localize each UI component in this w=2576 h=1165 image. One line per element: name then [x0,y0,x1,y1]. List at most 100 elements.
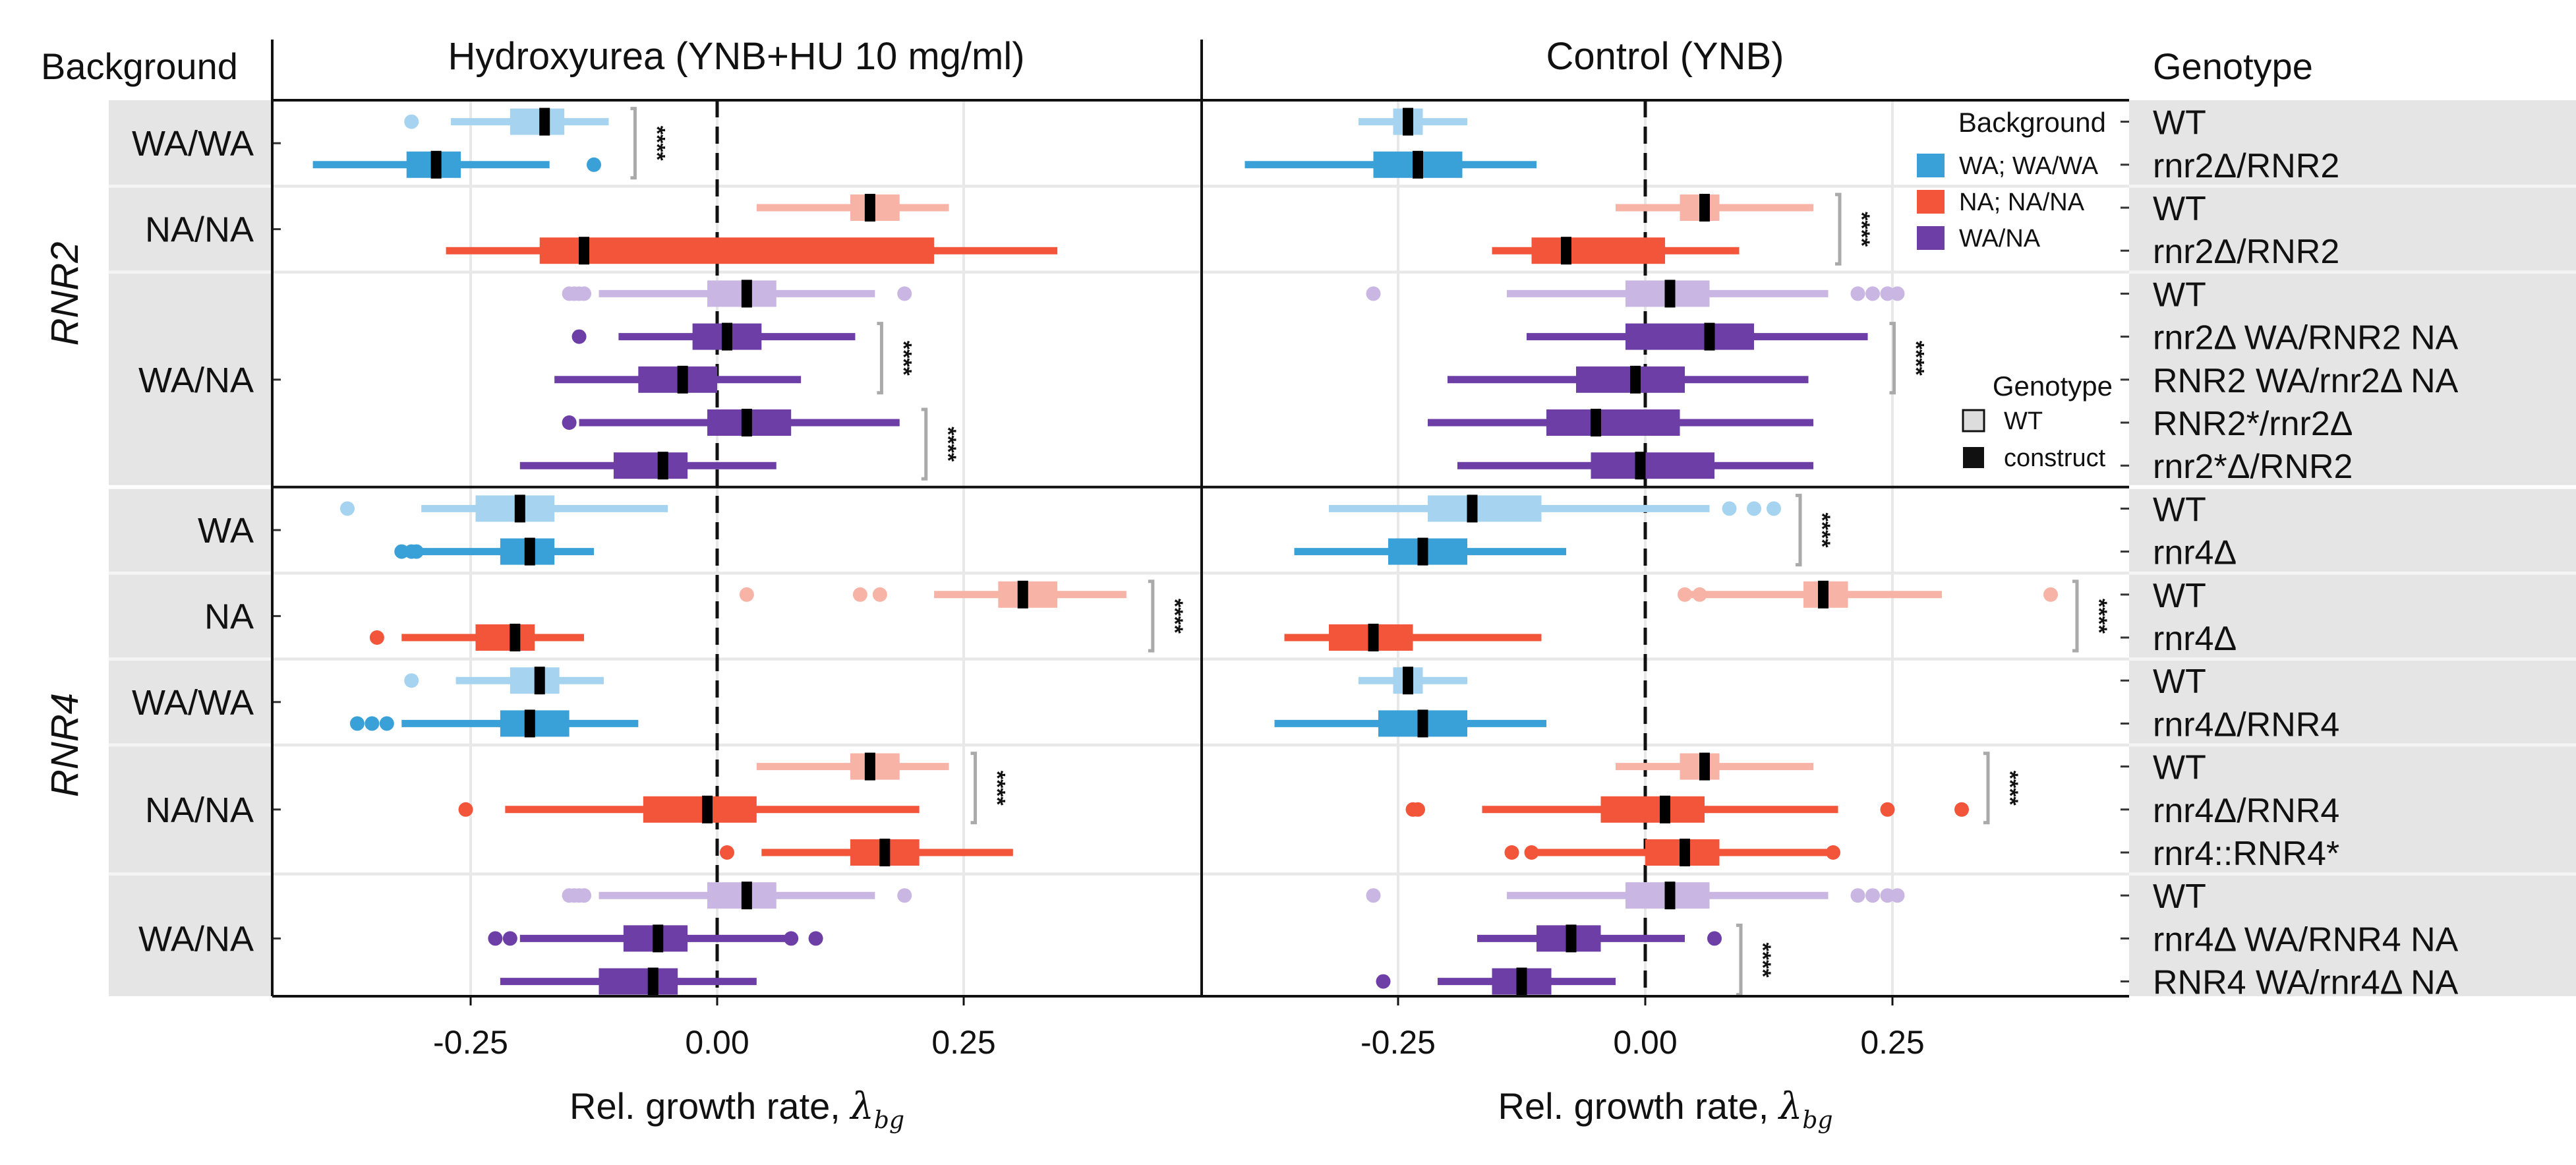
box-row [1448,365,1809,394]
genotype-label: WT [2153,491,2206,529]
box-median [1660,795,1670,823]
box-outlier [365,716,380,731]
box-row [1329,494,1781,523]
background-column-header: Background [41,45,238,87]
box-row [312,150,601,179]
genotype-label: rnr2Δ/RNR2 [2153,233,2339,271]
x-axis-tick-label: 0.25 [1860,1024,1924,1061]
genotype-label: RNR2*/rnr2Δ [2153,405,2353,443]
significance-stars: **** [2086,599,2111,634]
box-outlier [1366,888,1381,903]
box-iqr [599,968,678,995]
box-iqr [1546,409,1680,436]
legend-genotype-swatch [1962,409,1985,433]
box-outlier [1722,501,1737,516]
background-group-label: WA/NA [138,361,254,400]
x-axis-title-subscript: bg [874,1107,904,1134]
box-median [1591,409,1601,436]
box-median [539,107,550,136]
panel-title-hydroxyurea: Hydroxyurea (YNB+HU 10 mg/ml) [448,35,1024,78]
box-median [1704,322,1715,351]
significance-stars: **** [985,771,1010,806]
box-outlier [1692,587,1707,602]
significance-stars: **** [1809,513,1834,549]
box-outlier [1504,845,1519,860]
significance-bracket [877,322,883,395]
box-outlier [1865,286,1880,301]
gene-group-label: RNR2 [44,241,86,345]
box-row [446,237,1058,265]
genotype-label: rnr2Δ WA/RNR2 NA [2153,319,2459,357]
box-median [1467,494,1478,523]
box-row [1678,580,2058,609]
box-outlier [1366,286,1381,301]
significance-bracket [630,107,637,180]
box-row [349,709,639,738]
x-axis-tick-label: 0.25 [931,1024,995,1061]
box-row [1359,667,1467,695]
box-iqr [643,796,757,823]
box-outlier [577,888,592,903]
box-outlier [1890,888,1905,903]
box-median [741,409,752,436]
box-outlier [379,716,394,731]
box-outlier [1747,501,1761,516]
box-row [1359,107,1467,136]
genotype-label: WT [2153,577,2206,615]
significance-stars: **** [1997,771,2022,806]
genotype-label: WT [2153,276,2206,314]
significance-stars: **** [1849,212,1874,247]
legend-background-label: WA/NA [1959,225,2041,253]
box-median [1368,624,1379,651]
box-median [430,150,442,179]
box-row [404,107,609,136]
box-iqr [475,624,535,651]
background-group-label: WA/NA [138,919,254,959]
box-median [1516,967,1527,996]
box-median [702,795,713,823]
panel-ctrl: **** **** **** **** **** **** [1244,100,2111,997]
box-row [340,494,668,523]
box-median [657,452,668,480]
box-outlier [808,931,823,946]
box-outlier [872,587,887,602]
box-iqr [1625,323,1754,350]
box-outlier [458,802,473,817]
legend-genotype-label: WT [2004,407,2043,435]
box-outlier [571,329,587,344]
box-median [579,237,590,265]
significance-bracket [1148,580,1155,653]
box-outlier [897,286,912,301]
box-median [1403,667,1413,695]
box-outlier [1826,845,1840,860]
box-row [1294,537,1566,566]
box-row [519,452,776,480]
box-outlier [852,587,867,602]
background-group-label: WA/WA [132,683,254,723]
box-median [514,494,525,523]
box-row [1527,322,1868,351]
significance-stars: **** [935,427,960,462]
box-row [1376,967,1616,996]
box-row [1504,839,1840,866]
genotype-column-header: Genotype [2153,45,2313,87]
significance-stars: **** [891,341,916,376]
box-outlier [1850,286,1865,301]
box-median [647,967,659,996]
gene-group-label: RNR4 [44,693,86,797]
legend-background-swatch [1917,190,1945,214]
box-outlier [404,114,419,129]
box-median [1417,537,1428,566]
box-outlier [1890,286,1905,301]
box-iqr [539,237,935,264]
panel-title-control: Control (YNB) [1546,35,1784,78]
box-row [1366,280,1905,308]
x-axis-tick-label: -0.25 [433,1024,508,1061]
box-median [534,667,545,695]
box-outlier [587,157,601,172]
genotype-strip [2129,100,2576,996]
box-median [1630,365,1641,394]
box-outlier [562,415,577,430]
